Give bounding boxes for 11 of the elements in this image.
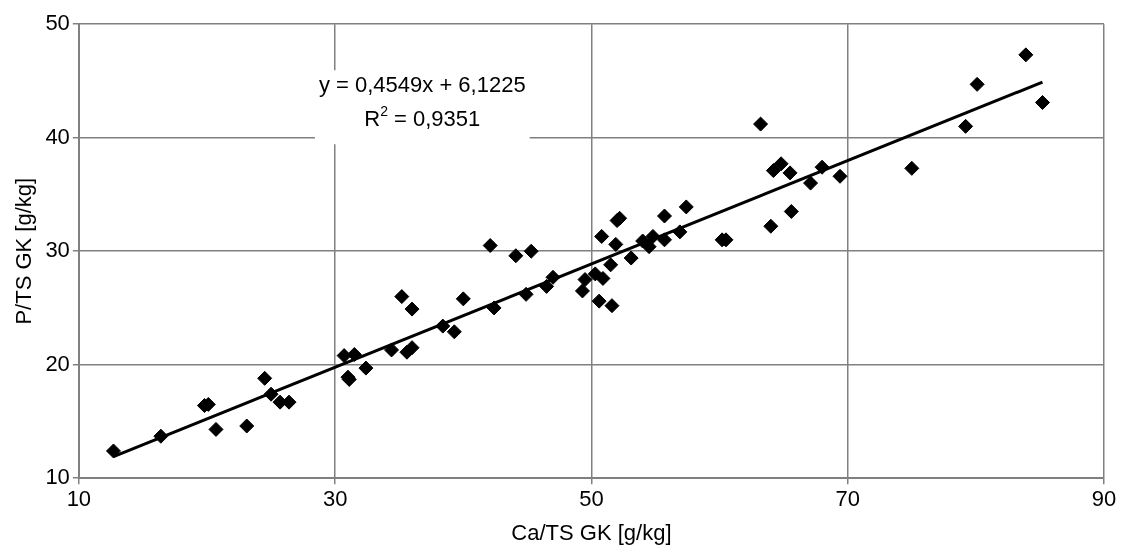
x-axis-title: Ca/TS GK [g/kg] [511,519,672,545]
x-tick-label: 90 [1091,486,1117,512]
annotation: y = 0,4549x + 6,1225 [318,72,526,98]
x-tick-label: 30 [322,486,348,512]
y-tick-label: 40 [45,123,70,149]
y-tick-label: 20 [45,350,70,376]
x-tick-label: 70 [835,486,860,512]
y-tick-label: 30 [45,237,70,263]
y-axis-title: P/TS GK [g/kg] [11,177,37,325]
y-tick-label: 50 [45,10,70,36]
x-tick-label: 50 [579,486,604,512]
